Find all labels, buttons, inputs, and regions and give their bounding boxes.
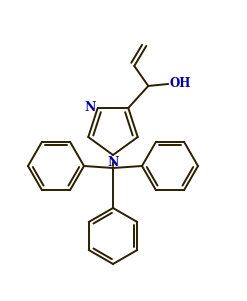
Text: N: N: [107, 156, 119, 169]
Text: N: N: [84, 101, 96, 114]
Text: OH: OH: [169, 77, 191, 91]
